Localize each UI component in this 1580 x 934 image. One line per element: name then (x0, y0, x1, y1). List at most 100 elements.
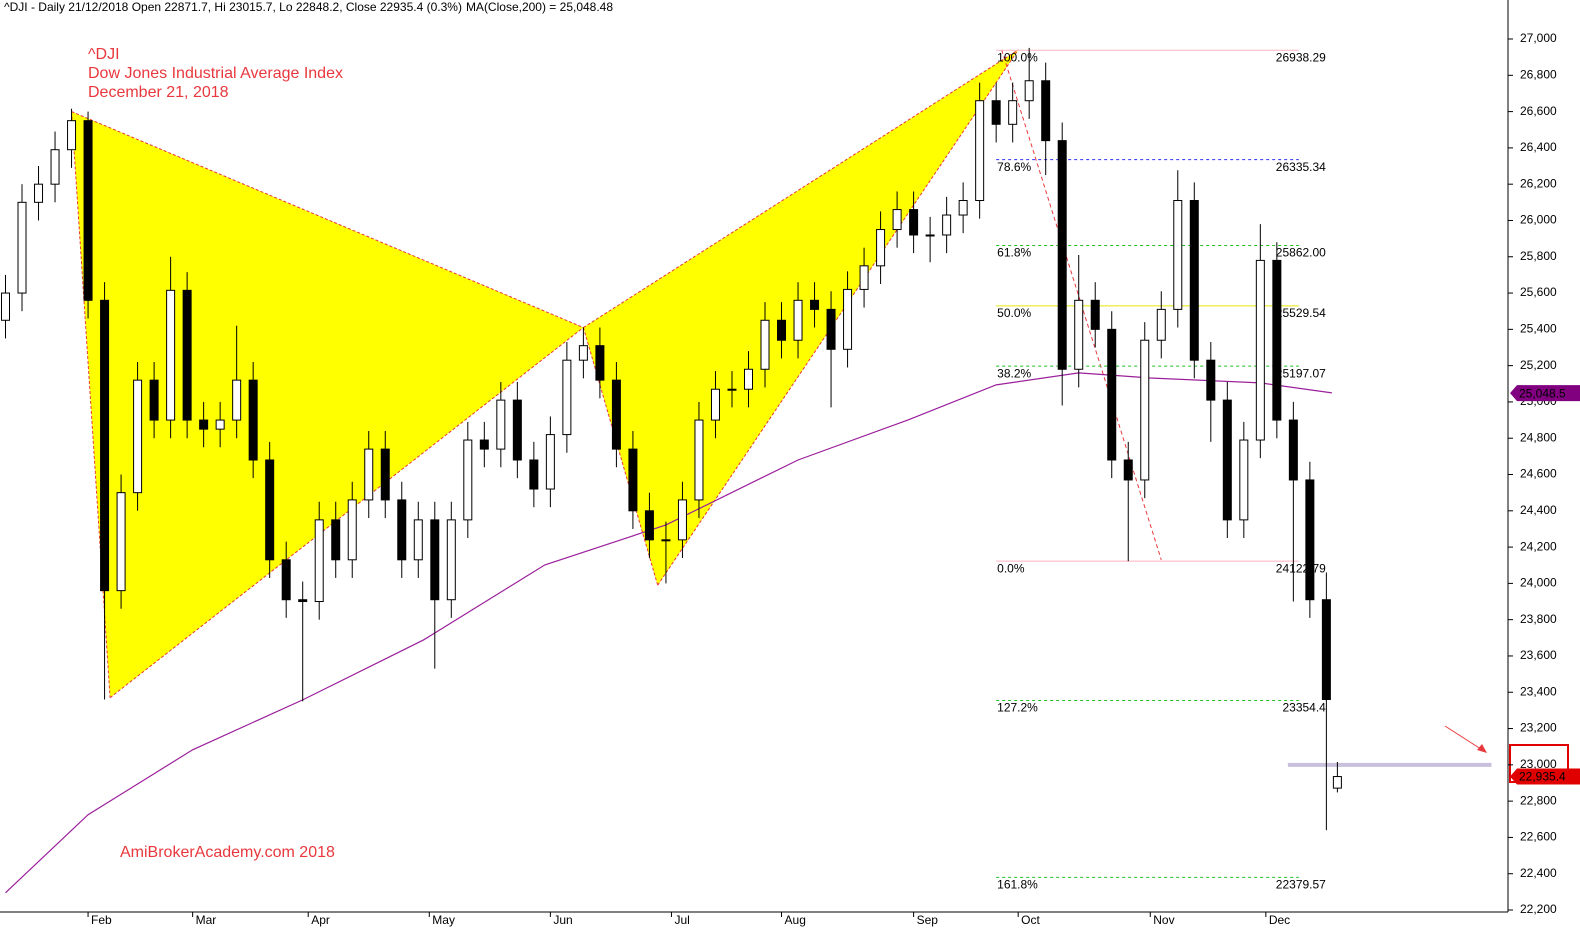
pattern-leg (71, 111, 111, 698)
fib-value: 26335.34 (1276, 160, 1326, 174)
candle-body (364, 448, 374, 501)
y-tick-label: 26,600 (1520, 104, 1557, 118)
x-tick-label: Mar (196, 913, 217, 927)
candle-body (199, 419, 209, 430)
fib-label: 100.0% (997, 50, 1038, 64)
price-tag-label: 25,048.5 (1519, 386, 1566, 400)
watermark: AmiBrokerAcademy.com 2018 (120, 844, 335, 861)
x-tick-label: Apr (311, 913, 330, 927)
price-tag (1510, 385, 1580, 402)
candle-body (975, 100, 985, 202)
y-tick-label: 23,800 (1520, 612, 1557, 626)
candle-body (694, 419, 704, 501)
y-tick-label: 23,400 (1520, 684, 1557, 698)
candle-body (1305, 479, 1315, 601)
header-ma: MA(Close,200) = 25,048.48 (466, 0, 613, 14)
pattern-leg (657, 49, 1019, 586)
y-tick-label: 22,200 (1520, 902, 1557, 916)
x-tick-label: Nov (1153, 913, 1174, 927)
candle-body (380, 448, 390, 501)
candle-body (942, 214, 952, 236)
pattern-leg (109, 327, 584, 699)
candle-body (1239, 439, 1249, 521)
x-tick-label: Jul (674, 913, 689, 927)
candle-body (496, 399, 506, 450)
candle-body (463, 439, 473, 521)
candle-body (710, 388, 720, 421)
candle-body (298, 599, 308, 603)
x-tick-label: Oct (1021, 913, 1040, 927)
y-tick-label: 26,800 (1520, 67, 1557, 81)
candle-body (925, 234, 935, 237)
x-tick-label: May (432, 913, 455, 927)
candle-body (430, 519, 440, 601)
y-tick-label: 24,200 (1520, 539, 1557, 553)
candle-body (1332, 776, 1342, 789)
header: ^DJI - Daily 21/12/2018 Open 22871.7, Hi… (4, 0, 462, 14)
candle-body (777, 319, 787, 341)
x-tick-label: Feb (91, 913, 112, 927)
fib-value: 25529.54 (1276, 306, 1326, 320)
candle-body (1140, 339, 1150, 481)
candle-body (677, 499, 687, 541)
candle-body (661, 539, 671, 542)
candle-body (826, 308, 836, 350)
fib-value: 26938.29 (1276, 50, 1326, 64)
y-tick-label: 26,000 (1520, 213, 1557, 227)
y-tick-label: 27,000 (1520, 31, 1557, 45)
pattern-leg (583, 49, 1019, 328)
annotation: ^DJI (88, 46, 120, 63)
candle-body (17, 201, 27, 294)
x-tick-label: Sep (917, 913, 939, 927)
candle-body (743, 368, 753, 390)
fib-label: 78.6% (997, 160, 1031, 174)
candle-body (628, 448, 638, 512)
fib-value: 22379.57 (1276, 878, 1326, 892)
fib-label: 161.8% (997, 878, 1038, 892)
y-tick-label: 25,200 (1520, 358, 1557, 372)
y-tick-label: 22,400 (1520, 866, 1557, 880)
fib-value: 25862.00 (1276, 246, 1326, 260)
candle-body (100, 299, 110, 592)
candle-body (265, 459, 275, 561)
y-tick-label: 25,800 (1520, 249, 1557, 263)
candle-body (1173, 200, 1183, 310)
candle-body (133, 379, 143, 494)
candle-body (727, 388, 737, 391)
fib-label: 50.0% (997, 306, 1031, 320)
candle-body (1123, 459, 1133, 481)
y-tick-label: 24,400 (1520, 503, 1557, 517)
y-tick-label: 26,400 (1520, 140, 1557, 154)
candle-body (1156, 308, 1166, 341)
price-tag (1510, 768, 1580, 785)
candle-body (1090, 299, 1100, 330)
x-tick-label: Dec (1269, 913, 1290, 927)
candle-body (248, 379, 258, 461)
candle-body (83, 120, 93, 301)
candle-body (34, 183, 44, 203)
y-tick-label: 25,400 (1520, 322, 1557, 336)
candle-body (1041, 80, 1051, 142)
fib-label: 61.8% (997, 246, 1031, 260)
candle-body (859, 265, 869, 290)
candle-body (529, 459, 539, 490)
candle-body (512, 399, 522, 461)
arrow-head (1477, 744, 1487, 753)
y-tick-label: 24,800 (1520, 430, 1557, 444)
annotation: December 21, 2018 (88, 84, 229, 101)
fib-label: 127.2% (997, 701, 1038, 715)
candle-body (347, 499, 357, 561)
fib-value: 24122.79 (1276, 561, 1326, 575)
candle-body (1272, 259, 1282, 421)
candle-body (876, 229, 886, 267)
candle-body (909, 209, 919, 236)
y-tick-label: 26,200 (1520, 176, 1557, 190)
candle-body (793, 299, 803, 341)
y-tick-label: 23,600 (1520, 648, 1557, 662)
candle-body (1024, 80, 1034, 102)
candle-body (644, 510, 654, 541)
fib-label: 0.0% (997, 561, 1025, 575)
candle-body (892, 209, 902, 231)
y-tick-label: 23,200 (1520, 721, 1557, 735)
y-tick-label: 23,000 (1520, 757, 1557, 771)
